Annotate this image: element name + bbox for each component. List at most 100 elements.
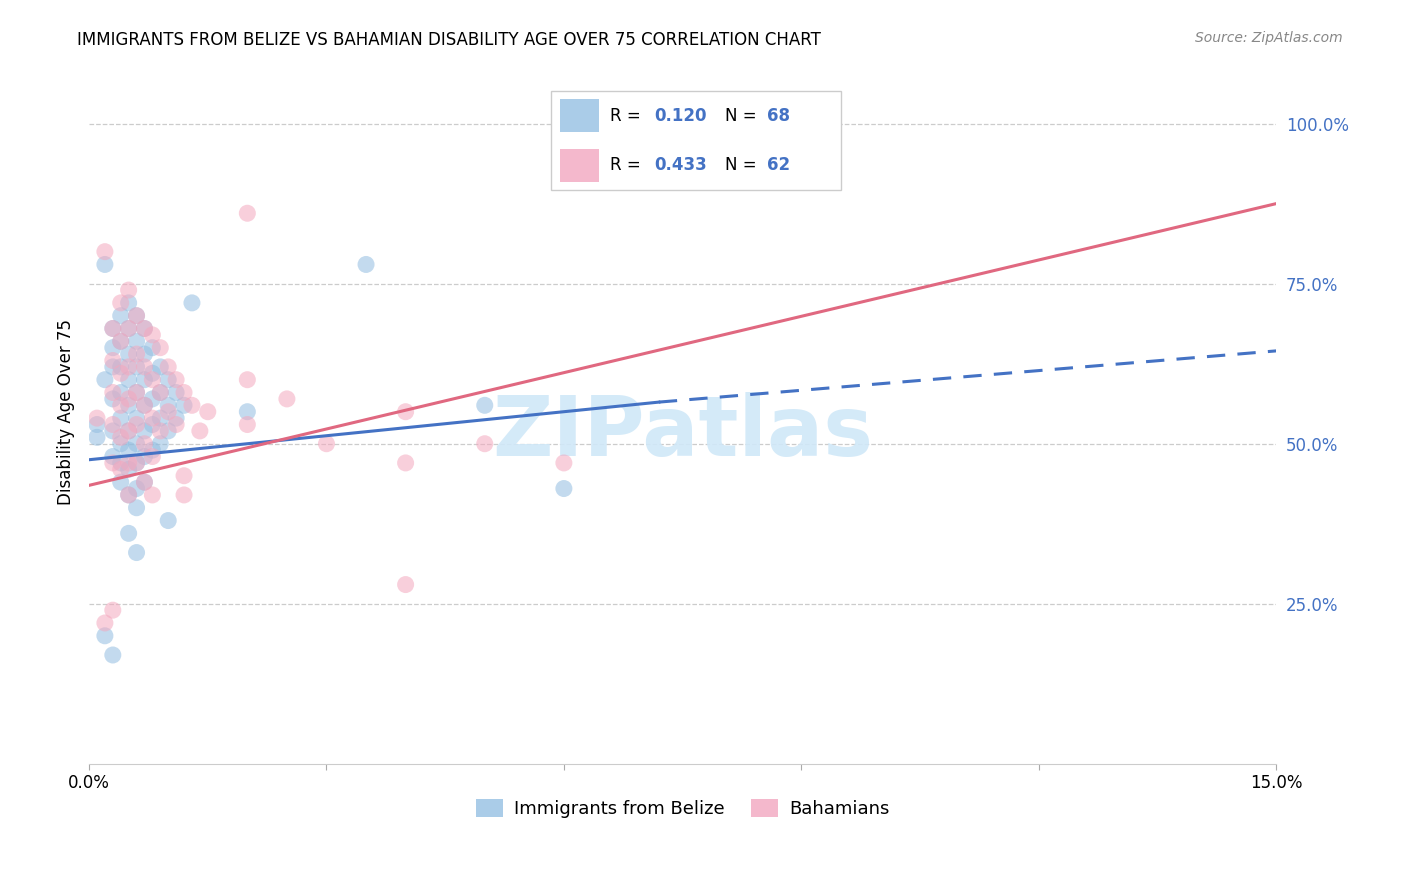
Point xyxy=(117,526,139,541)
Point xyxy=(125,359,148,374)
Point xyxy=(173,398,195,412)
Point xyxy=(101,417,124,432)
Text: 0.120: 0.120 xyxy=(655,107,707,125)
Point xyxy=(149,359,172,374)
Point xyxy=(197,405,219,419)
Point xyxy=(94,373,117,387)
Point xyxy=(110,430,132,444)
Point xyxy=(110,436,132,450)
Text: 62: 62 xyxy=(766,156,790,174)
Point xyxy=(101,603,124,617)
Point xyxy=(117,296,139,310)
Point xyxy=(553,456,575,470)
Point xyxy=(125,545,148,559)
Point xyxy=(117,398,139,412)
Point xyxy=(134,359,156,374)
Point xyxy=(141,443,163,458)
Point xyxy=(141,373,163,387)
Point xyxy=(117,488,139,502)
Point xyxy=(149,411,172,425)
Point xyxy=(354,257,377,271)
Point xyxy=(110,334,132,349)
Point xyxy=(94,257,117,271)
Text: 0.433: 0.433 xyxy=(655,156,707,174)
Point xyxy=(188,424,211,438)
Point xyxy=(125,411,148,425)
Point xyxy=(94,615,117,630)
Point xyxy=(165,373,187,387)
Point xyxy=(157,398,180,412)
Point xyxy=(134,321,156,335)
Point xyxy=(394,405,416,419)
Point xyxy=(101,392,124,406)
Point xyxy=(157,359,180,374)
Point xyxy=(149,424,172,438)
Point xyxy=(276,392,298,406)
Point xyxy=(149,341,172,355)
Text: R =: R = xyxy=(610,107,647,125)
Point xyxy=(236,417,259,432)
Point xyxy=(394,456,416,470)
Point xyxy=(165,417,187,432)
Point xyxy=(165,411,187,425)
Point xyxy=(125,385,148,400)
Point xyxy=(236,373,259,387)
Point xyxy=(181,296,204,310)
Point xyxy=(149,436,172,450)
Point xyxy=(101,321,124,335)
Point xyxy=(110,456,132,470)
Point xyxy=(134,373,156,387)
Point xyxy=(141,392,163,406)
Point xyxy=(134,398,156,412)
Point xyxy=(157,405,180,419)
Point xyxy=(110,296,132,310)
Point xyxy=(125,500,148,515)
Point xyxy=(94,244,117,259)
Point xyxy=(86,411,108,425)
Point xyxy=(141,341,163,355)
Point xyxy=(165,385,187,400)
Point xyxy=(101,341,124,355)
Point xyxy=(110,398,132,412)
Text: N =: N = xyxy=(725,156,762,174)
FancyBboxPatch shape xyxy=(551,91,841,190)
Point xyxy=(117,359,139,374)
Point xyxy=(236,405,259,419)
Point xyxy=(134,450,156,464)
Point xyxy=(94,629,117,643)
Point xyxy=(125,309,148,323)
Point xyxy=(117,488,139,502)
Point xyxy=(134,347,156,361)
Point xyxy=(101,353,124,368)
Point xyxy=(117,283,139,297)
Text: N =: N = xyxy=(725,107,762,125)
Point xyxy=(173,488,195,502)
Point xyxy=(110,366,132,380)
Point xyxy=(173,385,195,400)
Point xyxy=(110,411,132,425)
Point xyxy=(141,417,163,432)
Point xyxy=(134,398,156,412)
Point xyxy=(110,385,132,400)
Point xyxy=(181,398,204,412)
Text: IMMIGRANTS FROM BELIZE VS BAHAMIAN DISABILITY AGE OVER 75 CORRELATION CHART: IMMIGRANTS FROM BELIZE VS BAHAMIAN DISAB… xyxy=(77,31,821,49)
Point xyxy=(125,385,148,400)
Point xyxy=(141,327,163,342)
Point xyxy=(134,321,156,335)
Point xyxy=(134,475,156,490)
Text: Source: ZipAtlas.com: Source: ZipAtlas.com xyxy=(1195,31,1343,45)
Text: ZIPatlas: ZIPatlas xyxy=(492,392,873,474)
FancyBboxPatch shape xyxy=(560,99,599,132)
Point xyxy=(117,373,139,387)
Point xyxy=(134,424,156,438)
Text: R =: R = xyxy=(610,156,647,174)
Point xyxy=(117,321,139,335)
Point xyxy=(157,514,180,528)
Point xyxy=(117,321,139,335)
Point xyxy=(101,385,124,400)
Point xyxy=(157,373,180,387)
Point xyxy=(101,456,124,470)
Point xyxy=(101,424,124,438)
Point xyxy=(125,334,148,349)
Point xyxy=(117,462,139,476)
